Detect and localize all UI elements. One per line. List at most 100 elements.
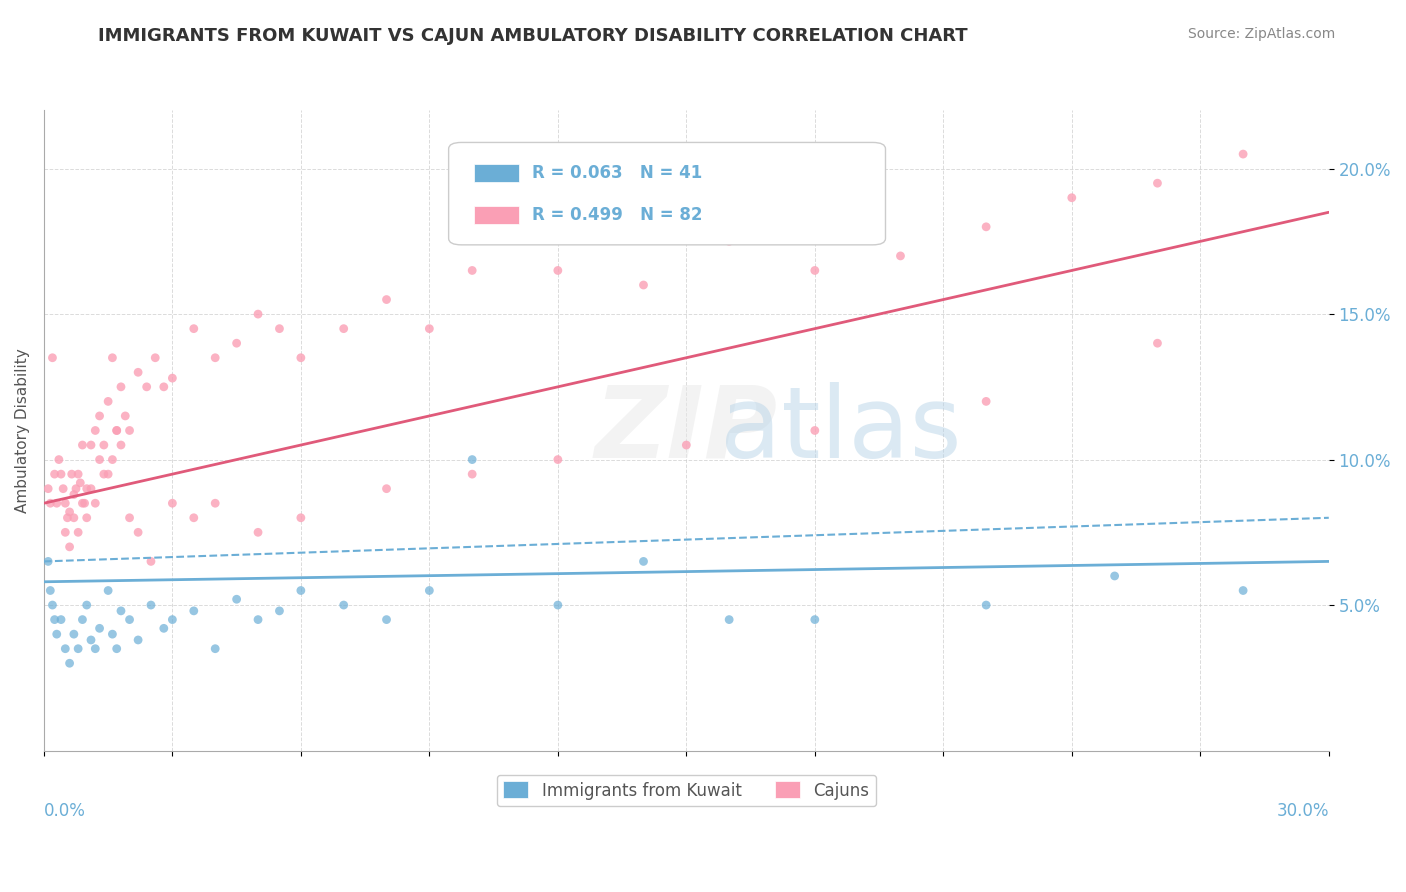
Point <box>183 510 205 524</box>
Point <box>247 307 270 321</box>
Point <box>204 641 226 656</box>
Point <box>80 632 103 647</box>
Text: atlas: atlas <box>720 382 962 479</box>
Point <box>139 598 162 612</box>
Point <box>72 438 94 452</box>
Legend: Immigrants from Kuwait, Cajuns: Immigrants from Kuwait, Cajuns <box>496 775 876 806</box>
Point <box>547 263 569 277</box>
Point <box>110 604 132 618</box>
Point <box>53 496 76 510</box>
Point <box>375 293 398 307</box>
Point <box>69 475 91 490</box>
Point <box>118 424 141 438</box>
Point <box>89 452 111 467</box>
Point <box>247 613 270 627</box>
Point <box>183 604 205 618</box>
Point <box>58 505 80 519</box>
Point <box>269 321 291 335</box>
Point <box>49 467 72 482</box>
Point <box>52 482 75 496</box>
Point <box>41 598 63 612</box>
Point <box>974 394 997 409</box>
Point <box>547 598 569 612</box>
Point <box>93 467 115 482</box>
Point <box>45 627 67 641</box>
Point <box>418 321 440 335</box>
Point <box>67 641 90 656</box>
Point <box>332 598 354 612</box>
Point <box>72 496 94 510</box>
Point <box>58 540 80 554</box>
Point <box>375 613 398 627</box>
Point <box>39 496 62 510</box>
Point <box>67 525 90 540</box>
Point <box>804 613 827 627</box>
Point <box>162 496 184 510</box>
Point <box>39 583 62 598</box>
Point <box>63 487 86 501</box>
Point <box>37 482 59 496</box>
Point <box>76 598 98 612</box>
Point <box>53 525 76 540</box>
FancyBboxPatch shape <box>474 206 519 224</box>
Point <box>65 482 87 496</box>
Text: 0.0%: 0.0% <box>44 802 86 820</box>
Point <box>461 452 484 467</box>
Point <box>89 409 111 423</box>
Point <box>1104 569 1126 583</box>
Point <box>162 613 184 627</box>
Point <box>135 380 157 394</box>
Point <box>45 496 67 510</box>
Text: IMMIGRANTS FROM KUWAIT VS CAJUN AMBULATORY DISABILITY CORRELATION CHART: IMMIGRANTS FROM KUWAIT VS CAJUN AMBULATO… <box>98 27 969 45</box>
Point <box>53 641 76 656</box>
Point <box>804 424 827 438</box>
Point <box>76 510 98 524</box>
Point <box>93 438 115 452</box>
Point <box>332 321 354 335</box>
Point <box>60 467 83 482</box>
Point <box>63 627 86 641</box>
Point <box>269 604 291 618</box>
Point <box>547 452 569 467</box>
Point <box>101 627 124 641</box>
Point <box>974 219 997 234</box>
Point <box>143 351 166 365</box>
Point <box>58 657 80 671</box>
Point <box>101 452 124 467</box>
Point <box>89 621 111 635</box>
Point <box>139 554 162 568</box>
Point <box>889 249 911 263</box>
Text: Source: ZipAtlas.com: Source: ZipAtlas.com <box>1188 27 1336 41</box>
Point <box>84 496 107 510</box>
Point <box>127 525 149 540</box>
Point <box>105 424 128 438</box>
Point <box>162 371 184 385</box>
Point <box>1060 191 1083 205</box>
Point <box>44 467 66 482</box>
Point <box>127 365 149 379</box>
Point <box>418 583 440 598</box>
Point <box>67 467 90 482</box>
Y-axis label: Ambulatory Disability: Ambulatory Disability <box>15 348 30 513</box>
Point <box>633 554 655 568</box>
Point <box>1146 336 1168 351</box>
Point <box>110 438 132 452</box>
FancyBboxPatch shape <box>449 143 886 245</box>
Point <box>97 467 120 482</box>
Point <box>41 351 63 365</box>
Point <box>97 394 120 409</box>
Point <box>204 351 226 365</box>
Point <box>290 351 312 365</box>
Point <box>56 510 79 524</box>
Point <box>1232 147 1254 161</box>
Point <box>153 621 176 635</box>
Point <box>49 613 72 627</box>
Point <box>105 424 128 438</box>
Point <box>73 496 96 510</box>
Point <box>84 424 107 438</box>
Point <box>974 598 997 612</box>
Point <box>183 321 205 335</box>
Point <box>290 510 312 524</box>
Point <box>80 438 103 452</box>
Text: ZIP: ZIP <box>595 382 778 479</box>
